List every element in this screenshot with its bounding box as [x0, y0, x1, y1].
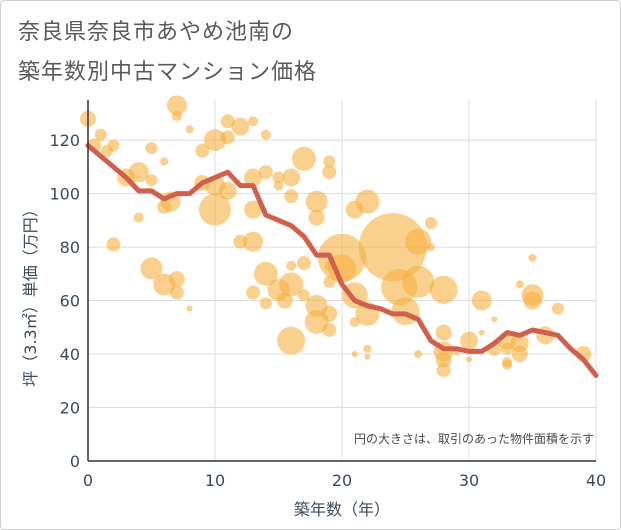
bubble-point	[523, 291, 542, 310]
bubble-point	[273, 180, 284, 191]
y-tick-label: 40	[60, 345, 80, 364]
bubble-point	[321, 305, 338, 322]
bubble-point	[363, 344, 372, 353]
bubble-point	[471, 290, 492, 311]
bubble-point	[284, 189, 299, 204]
average-price-line	[85, 143, 599, 378]
bubble-point	[169, 285, 184, 300]
bubble-point	[94, 128, 107, 141]
bubble-point	[414, 350, 423, 359]
bubble-point	[405, 228, 432, 255]
bubble-point	[291, 146, 316, 171]
bubble-point	[133, 212, 144, 223]
bubble-point	[246, 285, 261, 300]
bubble-point	[145, 174, 158, 187]
bubble-point	[260, 129, 271, 140]
bubble-point	[297, 289, 310, 302]
bubble-point	[305, 190, 328, 213]
bubble-point	[424, 217, 437, 230]
bubble-point	[166, 95, 187, 116]
bubble-point	[282, 168, 301, 187]
bubble-point	[140, 257, 163, 280]
bubble-point	[248, 116, 259, 127]
bubble-point	[322, 322, 337, 337]
bubble-point	[296, 256, 311, 271]
y-tick-label: 100	[49, 185, 80, 204]
bubble-point	[220, 114, 235, 129]
bubble-point	[258, 165, 273, 180]
bubble-point	[429, 275, 458, 304]
bubble-point	[272, 171, 285, 184]
bubble-point	[491, 316, 498, 323]
x-tick-label: 30	[459, 471, 479, 490]
y-axis-label: 坪（3.3㎡）単価（万円）	[21, 201, 40, 386]
bubble-point	[243, 231, 264, 252]
bubble-point	[106, 237, 121, 252]
tick-labels: 0 10 20 30 40 0 20 40 60 80 100 120	[49, 131, 606, 490]
bubble-point	[220, 130, 235, 145]
bubble-point	[355, 189, 380, 214]
bubble-point	[501, 342, 514, 355]
bubble-point	[279, 272, 304, 297]
y-tick-label: 120	[49, 131, 80, 150]
bubble-point	[502, 359, 513, 370]
bubble-point	[186, 305, 193, 312]
bubble-point	[460, 331, 478, 350]
x-tick-label: 10	[205, 471, 225, 490]
bubble-point	[244, 168, 263, 187]
bubble-point	[128, 162, 149, 183]
chart-title-line-2: 築年数別中古マンション価格	[18, 60, 318, 85]
bubble-point	[351, 351, 358, 358]
bubble-point	[402, 265, 435, 298]
bubble-point	[515, 280, 524, 289]
bubble-point	[107, 139, 120, 152]
bubble-point	[199, 193, 231, 226]
x-tick-label: 0	[83, 471, 93, 490]
bubble-point	[511, 346, 528, 363]
bubble-point	[435, 324, 452, 341]
bubble-point	[160, 157, 169, 166]
bubble-point	[466, 356, 472, 363]
y-tick-label: 60	[60, 292, 80, 311]
bubble-point	[551, 302, 564, 315]
bubble-point	[323, 155, 336, 168]
bubble-point	[244, 200, 263, 219]
bubble-point	[528, 253, 537, 262]
bubble-point	[231, 117, 250, 136]
y-tick-label: 20	[60, 399, 80, 418]
bubble-point	[259, 297, 272, 310]
bubble-point	[253, 261, 278, 286]
bubble-point	[277, 326, 306, 355]
bubble-point	[364, 353, 371, 360]
bubble-point	[171, 111, 182, 122]
bubble-point	[204, 129, 226, 152]
x-axis-label: 築年数（年）	[294, 500, 390, 519]
bubble-point	[286, 260, 297, 271]
bubble-point	[195, 143, 210, 158]
bubble-point	[276, 292, 293, 309]
bubble-point	[168, 271, 185, 288]
bubble-point	[391, 297, 420, 326]
x-tick-label: 20	[332, 471, 352, 490]
x-tick-label: 40	[586, 471, 606, 490]
y-tick-label: 0	[70, 452, 80, 471]
bubble-point	[185, 125, 194, 134]
bubble-point	[358, 213, 427, 282]
axes	[87, 100, 596, 462]
bubble-size-note: 円の大きさは、取引のあった物件面積を示す	[354, 431, 594, 446]
bubble-point	[426, 243, 435, 252]
bubble-point	[308, 209, 325, 226]
bubble-point	[436, 363, 451, 378]
y-tick-label: 80	[60, 238, 80, 257]
bubble-point	[478, 329, 485, 336]
bubble-point	[145, 142, 158, 155]
bubble-point	[435, 351, 452, 368]
chart-title-line-1: 奈良県奈良市あやめ池南の	[18, 20, 295, 45]
bubble-point	[328, 254, 356, 283]
bubble-point	[218, 181, 237, 200]
bubble-point	[322, 165, 337, 180]
